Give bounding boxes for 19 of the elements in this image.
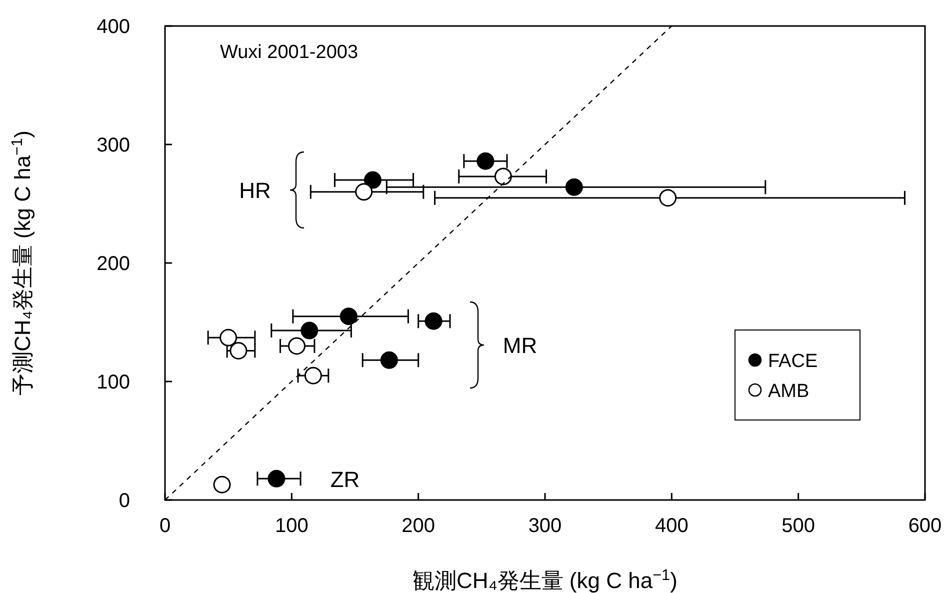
x-tick-label: 400 <box>654 515 688 537</box>
x-tick-label: 100 <box>274 515 308 537</box>
x-tick-label: 600 <box>908 515 942 537</box>
annotation: Wuxi 2001-2003 <box>220 42 358 63</box>
x-tick-label: 200 <box>402 515 436 537</box>
x-axis-title: 観測CH₄発生量 (kg C ha$^{−1}$) <box>412 566 678 593</box>
annotation: ZR <box>330 467 360 492</box>
x-tick-label: 500 <box>782 515 816 537</box>
legend-label: FACE <box>768 351 818 372</box>
legend-label: AMB <box>768 381 810 402</box>
y-tick-label: 400 <box>96 16 130 38</box>
x-tick-label: 0 <box>159 515 171 537</box>
y-tick-label: 0 <box>118 490 130 512</box>
x-tick-label: 300 <box>528 515 562 537</box>
y-tick-label: 100 <box>96 372 130 394</box>
annotation: HR <box>239 178 271 203</box>
y-tick-label: 300 <box>96 134 130 156</box>
annotation: MR <box>502 333 538 358</box>
y-tick-label: 200 <box>96 253 130 275</box>
